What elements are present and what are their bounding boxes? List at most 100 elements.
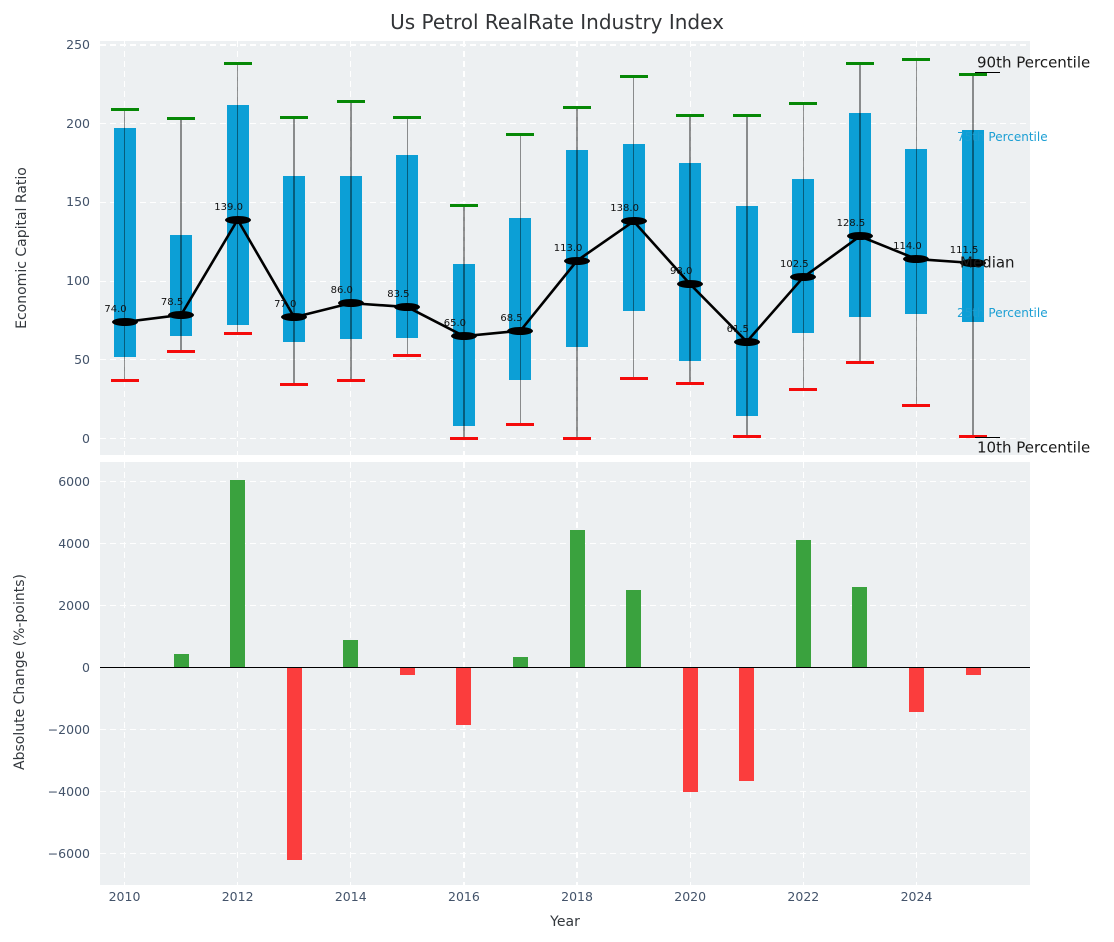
annotation-10th-percentile: 10th Percentile bbox=[977, 438, 1091, 457]
whisker-2010 bbox=[123, 109, 126, 381]
y-tick-label: 0 bbox=[82, 430, 90, 446]
x-tick-label: 2018 bbox=[561, 889, 593, 904]
x-axis-label: Year bbox=[550, 914, 580, 930]
grid-line-v bbox=[802, 462, 804, 885]
annotation-90th-percentile: 90th Percentile bbox=[977, 53, 1091, 72]
cap-90th-2016 bbox=[449, 204, 478, 208]
cap-90th-2022 bbox=[789, 101, 818, 105]
median-marker-2022 bbox=[790, 273, 817, 282]
chart-title: Us Petrol RealRate Industry Index bbox=[390, 10, 724, 34]
cap-90th-2010 bbox=[110, 108, 139, 112]
median-marker-2010 bbox=[111, 318, 138, 327]
median-value-label-2025: 111.5 bbox=[949, 244, 979, 256]
x-tick-label: 2012 bbox=[221, 889, 254, 904]
cap-10th-2011 bbox=[167, 350, 196, 354]
y-tick-label: 2000 bbox=[58, 597, 90, 613]
y-tick-label: 6000 bbox=[58, 473, 90, 489]
grid-line-h bbox=[100, 728, 1030, 731]
median-marker-2021 bbox=[733, 337, 760, 346]
whisker-2015 bbox=[406, 117, 409, 356]
whisker-2018 bbox=[576, 107, 578, 439]
bottom-panel bbox=[100, 462, 1030, 885]
x-tick-label: 2020 bbox=[674, 889, 707, 904]
annotation-25th-percentile: 25th Percentile bbox=[957, 306, 1048, 320]
median-marker-2018 bbox=[564, 256, 591, 265]
y-tick-label: 0 bbox=[82, 659, 90, 675]
grid-line-v bbox=[350, 462, 352, 885]
annotation-leader-90th bbox=[975, 71, 1000, 74]
median-marker-2016 bbox=[450, 332, 477, 341]
median-value-label-2013: 77.0 bbox=[274, 299, 297, 311]
y-tick-label: −6000 bbox=[47, 845, 90, 861]
median-value-label-2012: 139.0 bbox=[214, 201, 243, 213]
cap-90th-2015 bbox=[393, 115, 422, 119]
cap-90th-2011 bbox=[167, 117, 196, 121]
median-value-label-2022: 102.5 bbox=[780, 259, 809, 271]
cap-10th-2020 bbox=[676, 381, 705, 385]
grid-line-h bbox=[100, 852, 1030, 855]
whisker-2012 bbox=[236, 63, 239, 334]
whisker-2021 bbox=[745, 115, 748, 437]
grid-line-v bbox=[123, 462, 126, 885]
annotation-leader-10th bbox=[975, 436, 1000, 439]
whisker-2014 bbox=[349, 101, 352, 381]
median-marker-2015 bbox=[394, 303, 421, 312]
median-marker-2013 bbox=[281, 313, 308, 322]
grid-line-h bbox=[100, 790, 1030, 793]
bar-2022 bbox=[795, 540, 811, 668]
median-value-label-2014: 86.0 bbox=[330, 285, 353, 297]
cap-90th-2012 bbox=[223, 62, 252, 66]
top-y-axis-label: Economic Capital Ratio bbox=[14, 167, 30, 329]
cap-10th-2025 bbox=[959, 435, 988, 439]
annotation-75th-percentile: 75th Percentile bbox=[957, 130, 1048, 144]
cap-90th-2025 bbox=[959, 73, 988, 77]
cap-90th-2021 bbox=[732, 114, 761, 118]
cap-90th-2024 bbox=[902, 57, 931, 61]
grid-line-h bbox=[100, 359, 1030, 361]
annotation-median: Median bbox=[960, 253, 1015, 272]
median-marker-2011 bbox=[168, 310, 195, 319]
cap-10th-2016 bbox=[449, 437, 478, 440]
cap-10th-2023 bbox=[845, 361, 874, 365]
grid-line-h bbox=[100, 604, 1030, 607]
grid-line-h bbox=[100, 201, 1030, 203]
cap-10th-2014 bbox=[336, 378, 365, 382]
cap-10th-2022 bbox=[789, 388, 818, 392]
x-tick-label: 2016 bbox=[448, 889, 480, 904]
y-tick-label: 50 bbox=[74, 351, 90, 367]
y-tick-label: 100 bbox=[66, 273, 90, 289]
cap-90th-2013 bbox=[280, 115, 309, 119]
median-value-label-2024: 114.0 bbox=[893, 241, 922, 253]
median-marker-2023 bbox=[846, 232, 873, 241]
bar-2011 bbox=[173, 653, 189, 668]
cap-10th-2019 bbox=[619, 377, 648, 381]
bottom-y-axis-label: Absolute Change (%-points) bbox=[12, 574, 28, 770]
grid-line-h bbox=[100, 123, 1030, 125]
bar-2018 bbox=[569, 529, 585, 668]
whisker-2017 bbox=[519, 134, 522, 425]
bar-2015 bbox=[399, 667, 415, 676]
cap-10th-2012 bbox=[223, 331, 252, 335]
median-marker-2019 bbox=[620, 217, 647, 226]
grid-line-h bbox=[100, 44, 1030, 46]
bar-2017 bbox=[512, 656, 528, 668]
bar-2013 bbox=[286, 667, 302, 860]
median-marker-2025 bbox=[960, 258, 987, 267]
grid-line-v bbox=[576, 462, 578, 885]
bar-2020 bbox=[682, 667, 698, 792]
median-value-label-2018: 113.0 bbox=[553, 242, 583, 254]
y-tick-label: 250 bbox=[66, 37, 90, 52]
cap-90th-2018 bbox=[563, 106, 592, 110]
median-marker-2014 bbox=[337, 299, 364, 308]
x-tick-label: 2022 bbox=[787, 889, 820, 904]
grid-line-h bbox=[100, 542, 1030, 545]
whisker-2023 bbox=[859, 63, 861, 363]
whisker-2013 bbox=[293, 117, 295, 385]
cap-90th-2014 bbox=[336, 100, 365, 104]
median-value-label-2017: 68.5 bbox=[500, 312, 523, 324]
bar-2023 bbox=[852, 586, 868, 668]
median-value-label-2019: 138.0 bbox=[610, 203, 639, 215]
whisker-2024 bbox=[915, 59, 918, 406]
median-marker-2020 bbox=[677, 280, 704, 289]
